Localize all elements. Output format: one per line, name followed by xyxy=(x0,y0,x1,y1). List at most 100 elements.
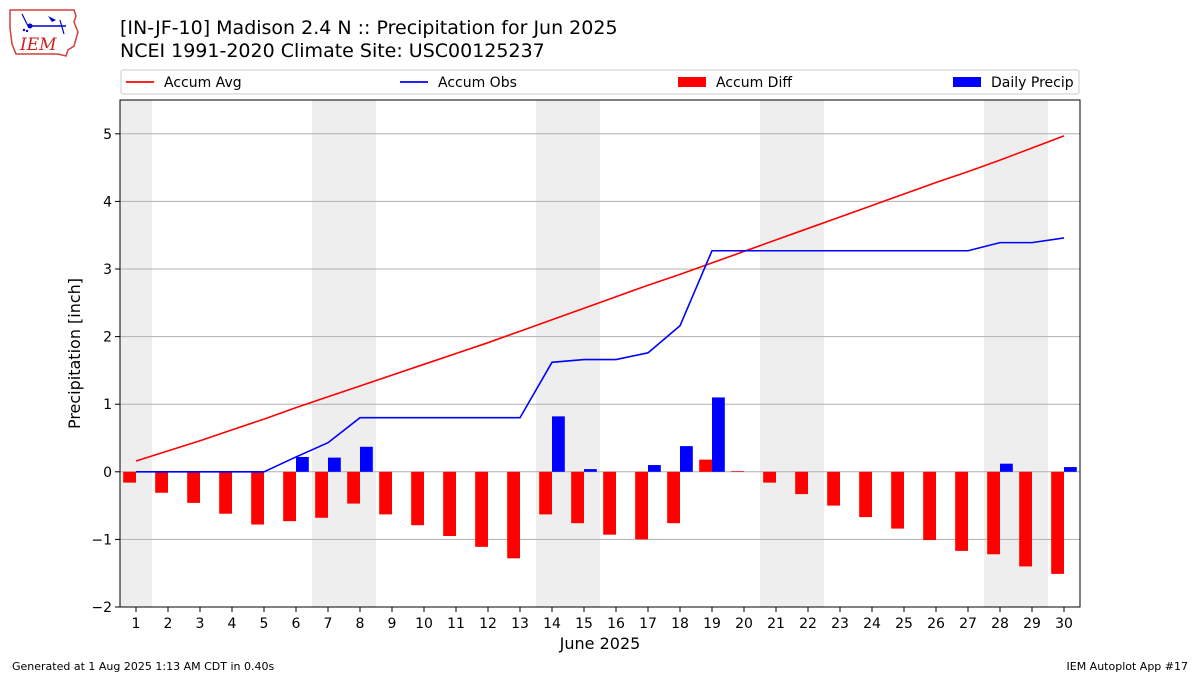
accum-diff-bar xyxy=(155,471,168,493)
x-tick-label: 5 xyxy=(260,616,269,632)
x-tick-label: 20 xyxy=(735,616,753,632)
accum-avg-line xyxy=(135,135,1065,462)
x-tick-label: 28 xyxy=(991,616,1009,632)
accum-diff-bar xyxy=(315,471,328,518)
footer-generated: Generated at 1 Aug 2025 1:13 AM CDT in 0… xyxy=(12,660,275,673)
x-tick-label: 14 xyxy=(543,616,561,632)
x-axis-label: June 2025 xyxy=(559,634,641,653)
accum-diff-bar xyxy=(859,471,872,518)
legend: Accum Avg Accum Obs Accum Diff Daily Precip xyxy=(120,69,1080,95)
accum-diff-bar xyxy=(1051,471,1064,574)
x-tick-label: 30 xyxy=(1055,616,1073,632)
legend-accum-avg-label: Accum Avg xyxy=(164,75,242,91)
accum-diff-bar xyxy=(987,471,1000,555)
x-tick-label: 1 xyxy=(132,616,141,632)
plot-frame xyxy=(119,99,1081,608)
accum-diff-bar xyxy=(955,471,968,551)
accum-obs-line xyxy=(136,237,1065,473)
weekend-shade xyxy=(120,100,152,607)
accum-diff-bar xyxy=(411,471,424,526)
x-tick-label: 4 xyxy=(228,616,237,632)
chart-subtitle: NCEI 1991-2020 Climate Site: USC00125237 xyxy=(120,40,545,62)
y-tick-label: 0 xyxy=(103,465,112,481)
accum-diff-bar xyxy=(219,471,232,514)
legend-accum-obs-label: Accum Obs xyxy=(438,75,517,91)
accum-diff-bar xyxy=(699,459,712,472)
accum-diff-bar xyxy=(795,471,808,495)
daily-precip-bar xyxy=(296,456,309,472)
weekend-shade xyxy=(312,100,376,607)
x-tick-label: 24 xyxy=(863,616,881,632)
x-tick-label: 7 xyxy=(324,616,333,632)
y-tick-label: 1 xyxy=(103,397,112,413)
legend-daily-precip-label: Daily Precip xyxy=(991,75,1074,91)
x-tick-label: 25 xyxy=(895,616,913,632)
y-axis-label: Precipitation [inch] xyxy=(65,278,84,429)
daily-precip-bar xyxy=(584,469,597,472)
accum-diff-bar xyxy=(507,471,520,559)
accum-diff-bar xyxy=(571,471,584,524)
daily-precip-bar xyxy=(712,397,725,472)
x-tick-label: 8 xyxy=(356,616,365,632)
daily-precip-bar xyxy=(680,446,693,472)
accum-diff-bar xyxy=(731,471,744,472)
daily-precip-bar xyxy=(1064,467,1077,472)
accum-diff-bar xyxy=(827,471,840,506)
legend-daily-precip-swatch xyxy=(953,77,981,87)
x-tick-label: 10 xyxy=(415,616,433,632)
accum-diff-bar xyxy=(603,471,616,535)
accum-diff-bar xyxy=(635,471,648,540)
y-tick-label: 4 xyxy=(103,194,112,210)
daily-precip-bar xyxy=(1000,463,1013,472)
y-tick-label: −1 xyxy=(91,532,112,548)
x-tick-label: 17 xyxy=(639,616,657,632)
accum-diff-bar xyxy=(283,471,296,522)
y-tick-label: 2 xyxy=(103,330,112,346)
y-tick-label: 3 xyxy=(103,262,112,278)
x-tick-label: 23 xyxy=(831,616,849,632)
x-tick-label: 9 xyxy=(388,616,397,632)
legend-box xyxy=(120,69,1080,95)
x-tick-label: 3 xyxy=(196,616,205,632)
chart-title: [IN-JF-10] Madison 2.4 N :: Precipitatio… xyxy=(120,17,618,39)
weekend-shade xyxy=(536,100,600,607)
accum-diff-bar xyxy=(251,471,264,525)
daily-precip-bar xyxy=(328,457,341,472)
x-tick-label: 27 xyxy=(959,616,977,632)
x-tick-label: 19 xyxy=(703,616,721,632)
accum-diff-bar xyxy=(539,471,552,515)
accum-diff-bar xyxy=(763,471,776,483)
weekend-shade xyxy=(760,100,824,607)
iem-logo: IEM xyxy=(8,6,82,62)
x-tick-label: 26 xyxy=(927,616,945,632)
accum-diff-bar xyxy=(923,471,936,541)
logo-text: IEM xyxy=(19,35,57,55)
accum-diff-bar xyxy=(379,471,392,515)
x-tick-label: 22 xyxy=(799,616,817,632)
daily-precip-bar xyxy=(360,446,373,472)
x-tick-label: 11 xyxy=(447,616,465,632)
daily-precip-bar xyxy=(552,416,565,472)
x-tick-label: 21 xyxy=(767,616,785,632)
accum-diff-bar xyxy=(1019,471,1032,567)
x-tick-label: 13 xyxy=(511,616,529,632)
x-tick-label: 2 xyxy=(164,616,173,632)
accum-diff-bar xyxy=(443,471,456,537)
x-tick-label: 12 xyxy=(479,616,497,632)
accum-diff-bar xyxy=(123,471,136,483)
footer-app: IEM Autoplot App #17 xyxy=(1066,660,1189,673)
accum-diff-bar xyxy=(347,471,360,504)
accum-diff-bar xyxy=(475,471,488,547)
x-tick-label: 6 xyxy=(292,616,301,632)
daily-precip-bar xyxy=(648,465,661,472)
accum-diff-bar xyxy=(891,471,904,529)
legend-accum-diff-swatch xyxy=(678,77,706,87)
accum-diff-bar xyxy=(667,471,680,524)
y-tick-label: 5 xyxy=(103,127,112,143)
x-tick-label: 18 xyxy=(671,616,689,632)
x-tick-label: 16 xyxy=(607,616,625,632)
legend-accum-diff-label: Accum Diff xyxy=(716,75,792,91)
x-tick-label: 29 xyxy=(1023,616,1041,632)
x-tick-label: 15 xyxy=(575,616,593,632)
